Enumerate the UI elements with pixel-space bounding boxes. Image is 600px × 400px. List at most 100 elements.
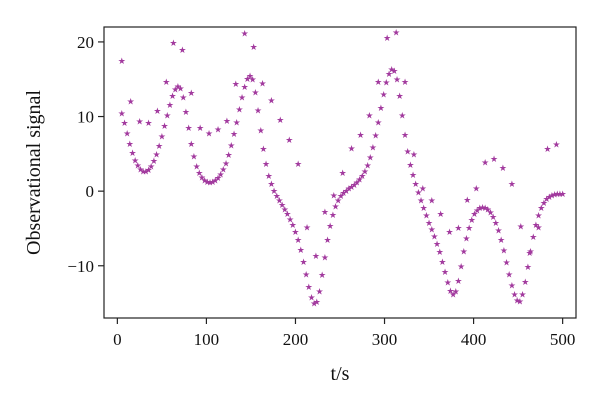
y-tick-label: 0 bbox=[86, 182, 95, 201]
data-point: ★ bbox=[489, 213, 497, 223]
data-point: ★ bbox=[476, 204, 484, 214]
data-point: ★ bbox=[502, 259, 510, 269]
data-point: ★ bbox=[169, 92, 177, 102]
data-point: ★ bbox=[209, 178, 217, 188]
data-point: ★ bbox=[302, 270, 310, 280]
axis-ticks: 0 100 200 300 400 500 −10 0 10 20 bbox=[67, 33, 575, 349]
data-point: ★ bbox=[350, 181, 358, 191]
data-point: ★ bbox=[179, 94, 187, 104]
data-point: ★ bbox=[478, 203, 486, 213]
data-point: ★ bbox=[486, 209, 494, 219]
data-point: ★ bbox=[396, 92, 404, 102]
data-point: ★ bbox=[305, 283, 313, 293]
data-point-outlier: ★ bbox=[214, 126, 222, 136]
data-point: ★ bbox=[310, 300, 318, 310]
data-point: ★ bbox=[425, 219, 433, 229]
data-point: ★ bbox=[128, 149, 136, 159]
data-point: ★ bbox=[527, 247, 535, 257]
data-point: ★ bbox=[153, 150, 161, 160]
data-point: ★ bbox=[299, 258, 307, 268]
data-point: ★ bbox=[430, 232, 438, 242]
data-point: ★ bbox=[131, 156, 139, 166]
data-point: ★ bbox=[227, 141, 235, 151]
data-point: ★ bbox=[545, 193, 553, 203]
data-point: ★ bbox=[481, 204, 489, 214]
x-tick-label: 0 bbox=[113, 330, 122, 349]
data-point: ★ bbox=[462, 235, 470, 245]
data-point: ★ bbox=[516, 297, 524, 307]
data-point: ★ bbox=[535, 212, 543, 222]
data-point-outlier: ★ bbox=[285, 136, 293, 146]
x-tick-label: 500 bbox=[550, 330, 576, 349]
data-point: ★ bbox=[364, 162, 372, 172]
data-point: ★ bbox=[198, 173, 206, 183]
data-point: ★ bbox=[275, 197, 283, 207]
data-point: ★ bbox=[257, 126, 265, 136]
data-point: ★ bbox=[511, 291, 519, 301]
data-point: ★ bbox=[120, 119, 128, 129]
data-point: ★ bbox=[297, 246, 305, 256]
data-point: ★ bbox=[420, 204, 428, 214]
data-point: ★ bbox=[417, 197, 425, 207]
data-point-outlier: ★ bbox=[250, 43, 258, 53]
data-point-outlier: ★ bbox=[526, 249, 534, 259]
data-point: ★ bbox=[358, 172, 366, 182]
data-point: ★ bbox=[377, 104, 385, 114]
data-point-outlier: ★ bbox=[330, 191, 338, 201]
data-point: ★ bbox=[318, 271, 326, 281]
data-point-outlier: ★ bbox=[205, 129, 213, 139]
data-point: ★ bbox=[265, 172, 273, 182]
y-axis-label: Observational signal bbox=[23, 90, 45, 255]
data-point-outlier: ★ bbox=[321, 208, 329, 218]
data-point: ★ bbox=[126, 140, 134, 150]
data-point: ★ bbox=[155, 142, 163, 152]
data-point: ★ bbox=[398, 112, 406, 122]
data-point-outlier: ★ bbox=[419, 185, 427, 195]
data-point: ★ bbox=[457, 262, 465, 272]
data-markers: ★★★★★★★★★★★★★★★★★★★★★★★★★★★★★★★★★★★★★★★★… bbox=[118, 29, 567, 310]
data-point: ★ bbox=[329, 211, 337, 221]
data-point: ★ bbox=[123, 129, 131, 139]
data-point: ★ bbox=[428, 226, 436, 236]
data-point: ★ bbox=[278, 201, 286, 211]
data-point-outlier: ★ bbox=[144, 119, 152, 129]
data-point: ★ bbox=[449, 291, 457, 301]
data-point: ★ bbox=[369, 144, 377, 154]
data-point: ★ bbox=[382, 79, 390, 89]
data-point-outlier: ★ bbox=[446, 228, 454, 238]
data-point: ★ bbox=[334, 197, 342, 207]
data-point-outlier: ★ bbox=[517, 223, 525, 233]
data-point: ★ bbox=[468, 216, 476, 226]
data-point: ★ bbox=[356, 176, 364, 186]
data-point-outlier: ★ bbox=[383, 34, 391, 44]
data-point: ★ bbox=[118, 109, 126, 119]
data-point-outlier: ★ bbox=[428, 197, 436, 207]
data-point: ★ bbox=[444, 279, 452, 289]
data-point: ★ bbox=[273, 192, 281, 202]
data-point: ★ bbox=[436, 248, 444, 258]
data-point: ★ bbox=[134, 162, 142, 172]
data-point: ★ bbox=[219, 165, 227, 175]
data-point: ★ bbox=[222, 159, 230, 169]
data-point: ★ bbox=[283, 210, 291, 220]
data-point-outlier: ★ bbox=[374, 78, 382, 88]
data-point: ★ bbox=[529, 233, 537, 243]
data-point: ★ bbox=[556, 190, 564, 200]
data-point-outlier: ★ bbox=[178, 46, 186, 56]
data-point: ★ bbox=[409, 171, 417, 181]
data-point: ★ bbox=[508, 282, 516, 292]
data-point-outlier: ★ bbox=[348, 144, 356, 154]
data-point: ★ bbox=[484, 206, 492, 216]
data-point: ★ bbox=[217, 170, 225, 180]
data-point: ★ bbox=[393, 76, 401, 86]
data-point: ★ bbox=[201, 176, 209, 186]
data-point-outlier: ★ bbox=[490, 155, 498, 165]
data-point: ★ bbox=[559, 190, 567, 200]
data-point: ★ bbox=[433, 240, 441, 250]
data-point: ★ bbox=[166, 101, 174, 111]
data-point: ★ bbox=[262, 160, 270, 170]
data-point-outlier: ★ bbox=[127, 97, 135, 107]
x-axis-label: t/s bbox=[331, 363, 350, 385]
plot-frame bbox=[103, 26, 577, 319]
data-point-outlier: ★ bbox=[196, 124, 204, 134]
